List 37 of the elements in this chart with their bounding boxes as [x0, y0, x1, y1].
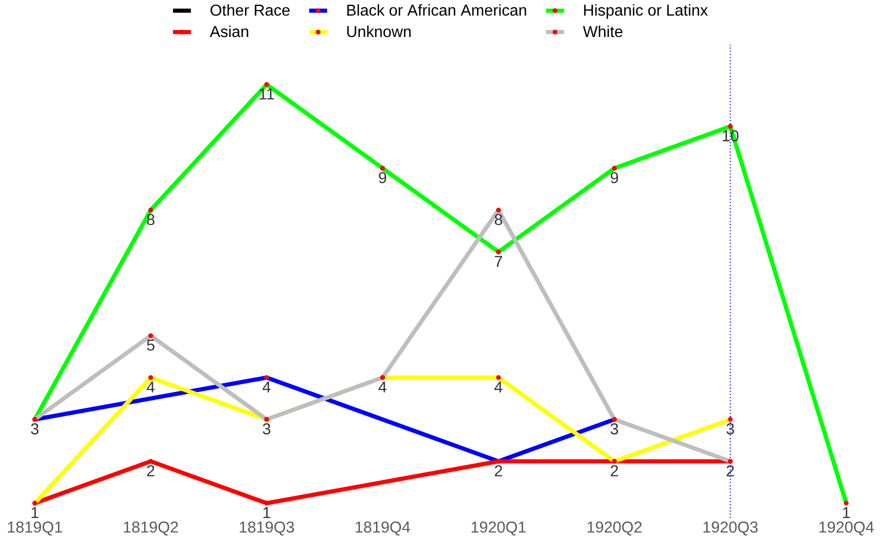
- data-label: 4: [494, 382, 502, 392]
- legend-label: Black or African American: [347, 4, 526, 16]
- data-label: 7: [494, 256, 502, 267]
- x-tick-label: 1920Q3: [703, 522, 758, 536]
- x-tick-label: 1920Q1: [472, 522, 526, 536]
- data-label: 8: [147, 214, 154, 226]
- legend-label: White: [582, 26, 622, 38]
- data-label: 11: [260, 88, 274, 100]
- data-label: 4: [146, 382, 155, 392]
- x-tick-label: 1819Q3: [240, 522, 294, 536]
- data-label: 2: [494, 465, 502, 476]
- data-label: 4: [262, 382, 271, 392]
- x-tick-label: 1819Q4: [356, 522, 410, 536]
- point: [148, 458, 154, 464]
- data-label: 9: [610, 172, 618, 184]
- x-tick-label: 1920Q2: [588, 522, 642, 536]
- data-label: 2: [147, 465, 154, 476]
- data-label: 3: [726, 423, 734, 434]
- legend-label: Unknown: [347, 26, 411, 38]
- data-label: 2: [726, 465, 734, 476]
- data-label: 9: [378, 172, 386, 184]
- data-label: 8: [494, 214, 502, 226]
- x-tick-label: 1819Q1: [8, 522, 62, 536]
- data-label: 3: [610, 423, 618, 434]
- data-label: 1: [32, 507, 38, 518]
- data-label: 1: [263, 507, 270, 518]
- legend-label: Other Race: [210, 4, 290, 16]
- x-tick-label: 1819Q2: [124, 522, 178, 536]
- data-label: 4: [378, 382, 386, 392]
- data-label: 5: [146, 340, 154, 351]
- data-label: 1: [843, 507, 850, 518]
- data-label: 3: [262, 423, 270, 434]
- legend-label: Hispanic or Latinx: [584, 4, 708, 19]
- data-label: 3: [30, 423, 38, 434]
- data-label: 2: [610, 465, 618, 476]
- legend-label: Asian: [210, 26, 248, 38]
- x-tick-label: 1920Q4: [819, 522, 874, 536]
